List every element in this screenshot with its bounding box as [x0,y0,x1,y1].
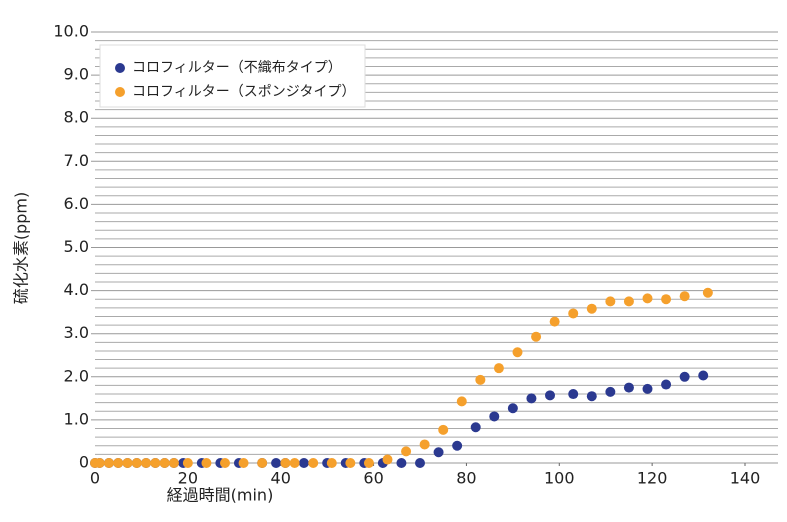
legend-label: コロフィルター（不織布タイプ） [132,60,342,76]
data-point [271,458,282,468]
data-point [526,393,537,404]
data-point [623,296,634,307]
data-point [438,424,449,435]
y-tick-label: 7.0 [64,151,89,170]
data-point [289,458,300,468]
data-point [512,347,523,358]
data-point [308,458,319,468]
data-point [280,458,291,468]
data-point [201,458,212,468]
data-point [363,458,374,468]
x-tick-label: 140 [730,469,761,488]
data-point [586,391,597,402]
data-point [382,454,393,465]
x-tick-label: 80 [456,469,476,488]
x-tick-label: 0 [90,469,100,488]
data-point [345,458,356,468]
data-point [605,296,616,307]
data-point [182,458,193,468]
y-tick-label: 1.0 [64,409,89,428]
x-tick-label: 20 [178,469,198,488]
x-axis-label: 経過時間(min) [167,486,274,505]
y-tick-label: 10.0 [53,22,89,41]
y-tick-label: 5.0 [64,237,89,256]
data-point [433,447,444,458]
legend-box [99,44,366,108]
data-point [489,411,500,422]
data-point [493,363,504,374]
data-point [549,316,560,327]
data-point [94,458,105,468]
data-point [605,386,616,397]
legend-marker [115,87,125,97]
legend: コロフィルター（不織布タイプ） コロフィルター（スポンジタイプ） [99,44,366,108]
data-point [702,287,713,298]
x-tick-label: 100 [544,469,575,488]
legend-label: コロフィルター（スポンジタイプ） [132,84,355,100]
data-point [661,379,672,390]
y-tick-label: 9.0 [64,65,89,84]
x-tick-label: 60 [363,469,383,488]
x-tick-label: 40 [271,469,291,488]
data-point [531,331,542,342]
data-point [122,458,133,468]
data-point [642,293,653,304]
data-point [679,291,690,302]
data-point [401,446,412,457]
data-point [257,458,268,468]
data-point [131,458,142,468]
y-tick-label: 8.0 [64,108,89,127]
data-point [698,370,709,381]
data-point [679,371,690,382]
data-point [586,303,597,314]
data-point [568,308,579,319]
data-point [623,382,634,393]
y-axis-label: 硫化水素(ppm) [12,192,31,304]
x-tick-label: 120 [637,469,668,488]
y-tick-label: 4.0 [64,280,89,299]
data-point [168,458,179,468]
data-point [159,458,170,468]
data-point [419,439,430,450]
data-point [220,458,230,468]
y-tick-label: 6.0 [64,194,89,213]
data-point [326,458,337,468]
data-point [568,389,579,400]
data-point [456,396,467,407]
data-point [298,458,309,468]
data-point [238,458,249,468]
y-tick-label: 3.0 [64,323,89,342]
data-point [452,440,463,451]
data-point [661,294,672,305]
y-tick-label: 2.0 [64,366,89,385]
data-point [642,383,653,394]
data-point [150,458,161,468]
data-point [113,458,124,468]
data-point [475,374,486,385]
legend-marker [115,63,125,73]
data-point [415,458,425,468]
data-point [507,403,518,414]
data-point [103,458,114,468]
data-point [141,458,152,468]
y-tick-label: 0 [79,453,89,472]
data-point [545,390,555,401]
data-point [470,422,481,433]
data-point [396,458,407,468]
